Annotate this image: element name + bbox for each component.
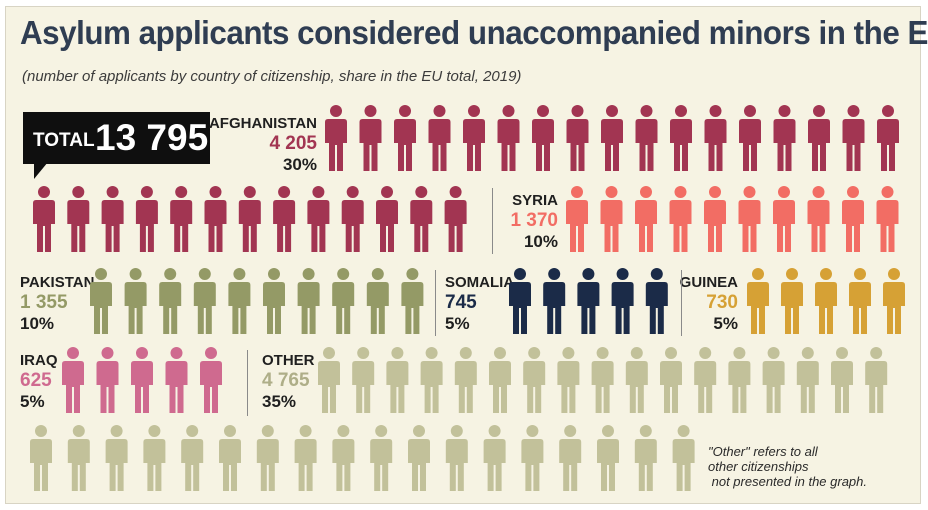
infographic-frame — [5, 6, 921, 504]
label-somalia: SOMALIA 745 5% — [445, 275, 514, 332]
category-share: 5% — [713, 314, 738, 333]
category-share: 30% — [282, 155, 317, 174]
category-share: 10% — [523, 232, 558, 251]
separator-line — [435, 270, 436, 336]
label-other: OTHER 4 765 35% — [262, 353, 315, 410]
label-guinea: GUINEA 730 5% — [680, 275, 738, 332]
label-afghanistan: AFGHANISTAN 4 205 30% — [209, 116, 317, 173]
category-share: 5% — [445, 314, 470, 333]
total-label: TOTAL — [33, 130, 95, 151]
total-value: 13 795 — [95, 117, 209, 158]
total-callout: TOTAL 13 795 — [23, 112, 210, 164]
category-value: 4 205 — [269, 133, 317, 154]
category-value: 4 765 — [262, 370, 310, 391]
separator-line — [247, 350, 248, 416]
category-name: OTHER — [262, 352, 315, 369]
category-name: IRAQ — [20, 352, 58, 369]
separator-line — [681, 270, 682, 336]
label-syria: SYRIA 1 370 10% — [510, 193, 558, 250]
footnote: "Other" refers to all other citizenships… — [708, 444, 868, 489]
category-share: 35% — [262, 392, 297, 411]
chart-subtitle: (number of applicants by country of citi… — [22, 68, 522, 85]
category-share: 5% — [20, 392, 45, 411]
label-iraq: IRAQ 625 5% — [20, 353, 58, 410]
category-value: 730 — [706, 292, 738, 313]
total-callout-tail — [34, 162, 48, 179]
category-value: 1 355 — [20, 292, 68, 313]
category-share: 10% — [20, 314, 55, 333]
chart-title: Asylum applicants considered unaccompani… — [20, 14, 928, 51]
category-name: GUINEA — [679, 274, 738, 291]
category-name: SYRIA — [512, 192, 558, 209]
category-value: 1 370 — [510, 210, 558, 231]
category-name: PAKISTAN — [20, 274, 95, 291]
label-pakistan: PAKISTAN 1 355 10% — [20, 275, 94, 332]
separator-line — [492, 188, 493, 254]
category-value: 625 — [20, 370, 52, 391]
category-name: SOMALIA — [445, 274, 515, 291]
category-name: AFGHANISTAN — [208, 115, 317, 132]
category-value: 745 — [445, 292, 477, 313]
